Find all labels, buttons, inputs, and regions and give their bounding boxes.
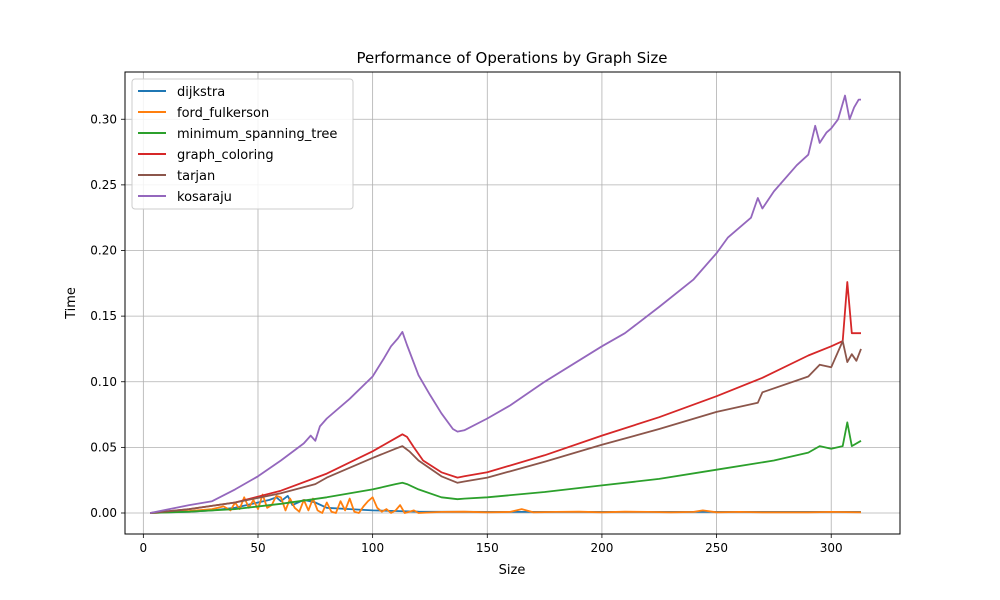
plot-frame [124,71,901,535]
y-tick-label: 0.20 [90,244,117,258]
series-line-graph-coloring [150,281,861,514]
grid [125,72,900,534]
legend-label-dijkstra: dijkstra [177,85,225,100]
x-tick-label: 50 [250,541,265,555]
axis-ticks: 0 50 100 150 200 250 300 0.00 0.05 0.10 0.15 0.20 0.… [90,112,842,555]
series-lines [150,94,862,514]
legend-label-minimum-spanning-tree: minimum_spanning_tree [177,127,337,142]
y-tick-label: 0.25 [90,178,117,192]
legend-box [131,78,354,210]
legend-label-graph-coloring: graph_coloring [177,148,274,163]
y-tick-label: 0.00 [90,506,117,520]
y-tick-label: 0.15 [90,309,117,323]
legend-label-tarjan: tarjan [177,169,215,184]
x-tick-label: 150 [476,541,499,555]
x-tick-label: 100 [361,541,384,555]
series-line-tarjan [150,340,862,514]
y-tick-label: 0.10 [90,375,117,389]
x-tick-label: 300 [820,541,843,555]
legend: dijkstra ford_fulkerson minimum_spanning_t… [131,78,354,210]
legend-label-ford-fulkerson: ford_fulkerson [177,106,269,121]
series-line-kosaraju [150,94,861,514]
chart-title: Performance of Operations by Graph Size [356,49,667,67]
y-tick-label: 0.05 [90,440,117,454]
y-axis-label: Time [64,287,79,320]
x-tick-label: 250 [705,541,728,555]
y-tick-label: 0.30 [90,112,117,126]
x-tick-label: 200 [590,541,613,555]
x-tick-label: 0 [140,541,148,555]
x-axis-label: Size [499,563,526,578]
legend-label-kosaraju: kosaraju [177,190,232,205]
series-line-minimum-spanning-tree [150,421,862,514]
